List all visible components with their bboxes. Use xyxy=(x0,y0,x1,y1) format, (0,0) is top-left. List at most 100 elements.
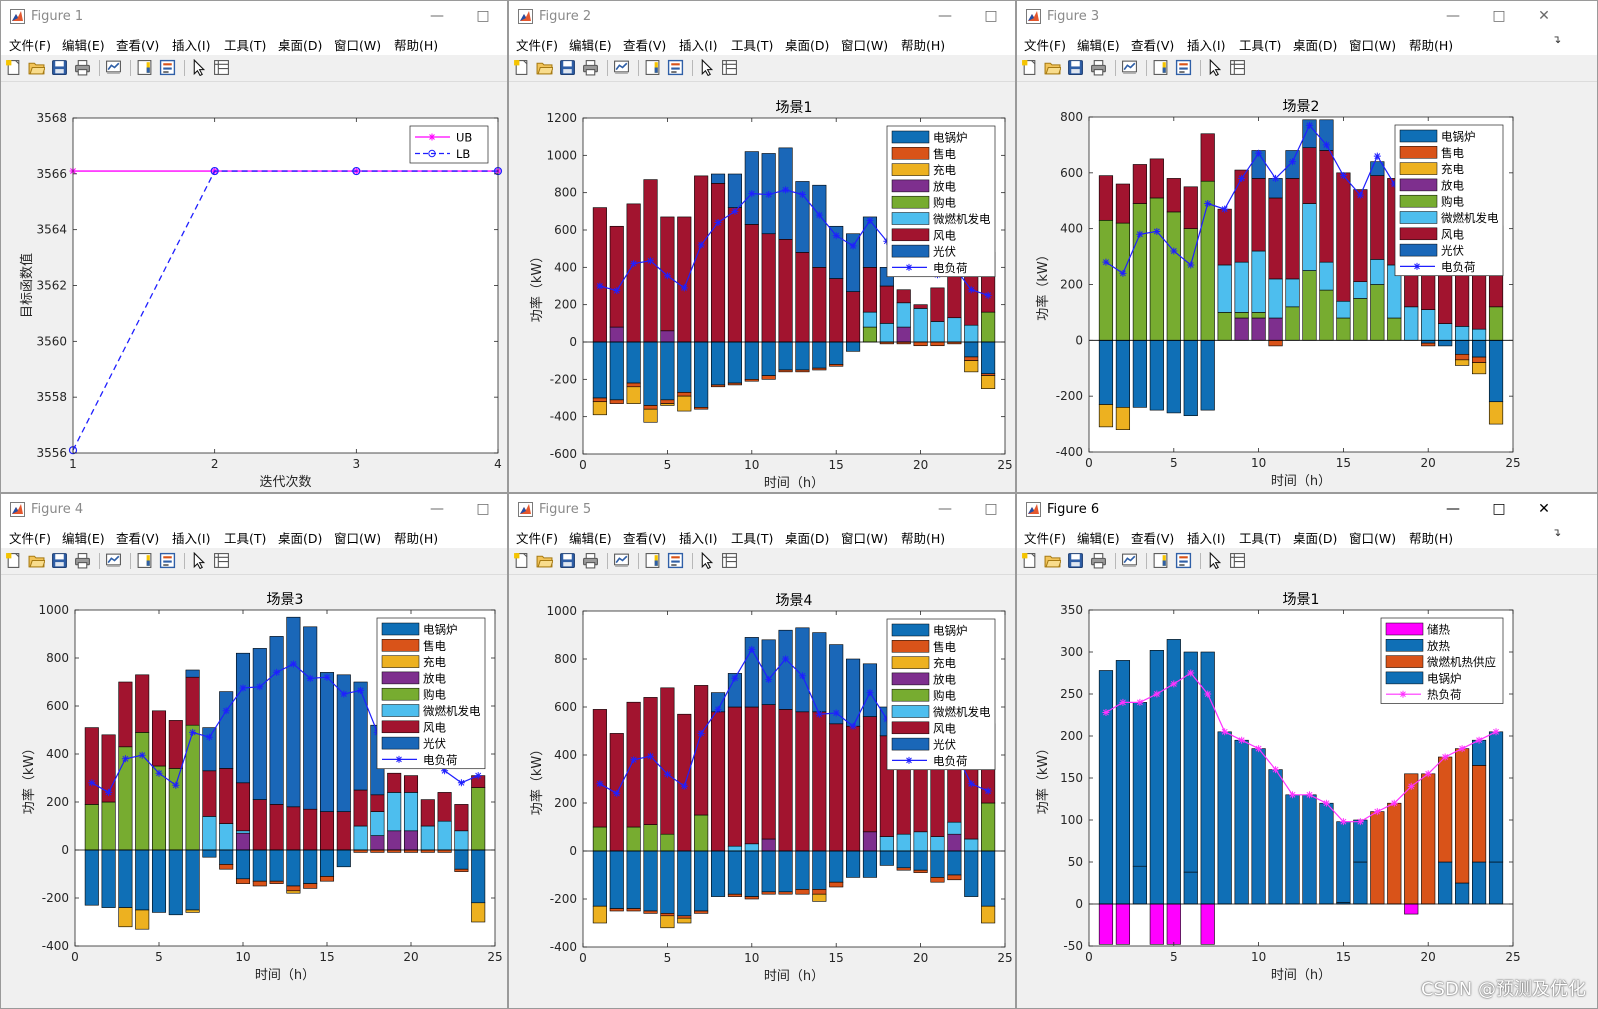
maximize-button[interactable]: □ xyxy=(1492,501,1506,517)
minimize-button[interactable]: — xyxy=(938,501,952,517)
menu-edit[interactable]: 编辑(E) xyxy=(62,531,105,546)
open-file-icon[interactable] xyxy=(28,59,46,76)
open-file-icon[interactable] xyxy=(536,59,554,76)
save-icon[interactable] xyxy=(559,552,576,569)
menu-desktop[interactable]: 桌面(D) xyxy=(785,531,830,546)
minimize-button[interactable]: — xyxy=(1446,8,1460,24)
property-inspector-icon[interactable] xyxy=(1229,552,1246,569)
menu-file[interactable]: 文件(F) xyxy=(9,531,51,546)
maximize-button[interactable]: □ xyxy=(476,501,490,517)
minimize-button[interactable]: — xyxy=(1446,501,1460,517)
figure-window-5[interactable]: Figure 5 — □ 文件(F) 编辑(E) 查看(V) 插入(I) 工具(… xyxy=(508,493,1016,1009)
menu-insert[interactable]: 插入(I) xyxy=(172,38,211,53)
link-plot-icon[interactable] xyxy=(1121,552,1138,569)
title-bar[interactable]: Figure 1 — □ xyxy=(1,1,507,31)
print-icon[interactable] xyxy=(74,552,91,569)
menu-insert[interactable]: 插入(I) xyxy=(1187,531,1226,546)
save-icon[interactable] xyxy=(51,552,68,569)
menu-view[interactable]: 查看(V) xyxy=(623,531,667,546)
menu-insert[interactable]: 插入(I) xyxy=(679,531,718,546)
save-icon[interactable] xyxy=(1067,552,1084,569)
property-inspector-icon[interactable] xyxy=(721,552,738,569)
new-figure-icon[interactable] xyxy=(5,552,22,569)
link-plot-icon[interactable] xyxy=(105,552,122,569)
maximize-button[interactable]: □ xyxy=(1492,8,1506,24)
menu-file[interactable]: 文件(F) xyxy=(1024,531,1066,546)
toolbar-overflow-icon[interactable]: ↴ xyxy=(1552,33,1562,46)
new-figure-icon[interactable] xyxy=(5,59,22,76)
open-file-icon[interactable] xyxy=(536,552,554,569)
figure-window-6[interactable]: Figure 6 — □ ✕ 文件(F) 编辑(E) 查看(V) 插入(I) 工… xyxy=(1016,493,1598,1009)
menu-view[interactable]: 查看(V) xyxy=(116,531,160,546)
menu-insert[interactable]: 插入(I) xyxy=(1187,38,1226,53)
figure-window-2[interactable]: Figure 2 — □ 文件(F) 编辑(E) 查看(V) 插入(I) 工具(… xyxy=(508,0,1016,493)
maximize-button[interactable]: □ xyxy=(476,8,490,24)
edit-plot-icon[interactable] xyxy=(190,551,207,570)
property-inspector-icon[interactable] xyxy=(213,59,230,76)
menu-view[interactable]: 查看(V) xyxy=(1131,531,1175,546)
menu-view[interactable]: 查看(V) xyxy=(1131,38,1175,53)
maximize-button[interactable]: □ xyxy=(984,501,998,517)
menu-tools[interactable]: 工具(T) xyxy=(1239,38,1282,53)
open-file-icon[interactable] xyxy=(1044,59,1062,76)
open-file-icon[interactable] xyxy=(28,552,46,569)
title-bar[interactable]: Figure 2 — □ xyxy=(509,1,1015,31)
edit-plot-icon[interactable] xyxy=(698,551,715,570)
menu-help[interactable]: 帮助(H) xyxy=(901,38,946,53)
figure-window-4[interactable]: Figure 4 — □ 文件(F) 编辑(E) 查看(V) 插入(I) 工具(… xyxy=(0,493,508,1009)
title-bar[interactable]: Figure 6 — □ ✕ xyxy=(1017,494,1597,524)
title-bar[interactable]: Figure 3 — □ ✕ xyxy=(1017,1,1597,31)
menu-edit[interactable]: 编辑(E) xyxy=(1077,38,1120,53)
legend-icon[interactable] xyxy=(159,552,176,569)
print-icon[interactable] xyxy=(1090,59,1107,76)
menu-desktop[interactable]: 桌面(D) xyxy=(278,531,323,546)
menu-help[interactable]: 帮助(H) xyxy=(394,38,439,53)
menu-file[interactable]: 文件(F) xyxy=(1024,38,1066,53)
menu-desktop[interactable]: 桌面(D) xyxy=(785,38,830,53)
figure-window-1[interactable]: Figure 1 — □ 文件(F) 编辑(E) 查看(V) 插入(I) 工具(… xyxy=(0,0,508,493)
menu-window[interactable]: 窗口(W) xyxy=(841,38,889,53)
save-icon[interactable] xyxy=(559,59,576,76)
colorbar-icon[interactable] xyxy=(136,552,153,569)
menu-tools[interactable]: 工具(T) xyxy=(731,38,774,53)
menu-desktop[interactable]: 桌面(D) xyxy=(1293,38,1338,53)
legend-icon[interactable] xyxy=(1175,552,1192,569)
menu-edit[interactable]: 编辑(E) xyxy=(62,38,105,53)
minimize-button[interactable]: — xyxy=(430,501,444,517)
edit-plot-icon[interactable] xyxy=(190,58,207,77)
print-icon[interactable] xyxy=(1090,552,1107,569)
print-icon[interactable] xyxy=(582,59,599,76)
legend-icon[interactable] xyxy=(1175,59,1192,76)
open-file-icon[interactable] xyxy=(1044,552,1062,569)
legend-icon[interactable] xyxy=(667,552,684,569)
menu-insert[interactable]: 插入(I) xyxy=(172,531,211,546)
colorbar-icon[interactable] xyxy=(136,59,153,76)
colorbar-icon[interactable] xyxy=(644,552,661,569)
property-inspector-icon[interactable] xyxy=(213,552,230,569)
close-button[interactable]: ✕ xyxy=(1538,8,1550,24)
menu-view[interactable]: 查看(V) xyxy=(623,38,667,53)
new-figure-icon[interactable] xyxy=(1021,59,1038,76)
menu-file[interactable]: 文件(F) xyxy=(9,38,51,53)
menu-window[interactable]: 窗口(W) xyxy=(1349,531,1397,546)
menu-tools[interactable]: 工具(T) xyxy=(224,531,267,546)
print-icon[interactable] xyxy=(74,59,91,76)
legend-icon[interactable] xyxy=(667,59,684,76)
edit-plot-icon[interactable] xyxy=(698,58,715,77)
property-inspector-icon[interactable] xyxy=(1229,59,1246,76)
edit-plot-icon[interactable] xyxy=(1206,58,1223,77)
menu-desktop[interactable]: 桌面(D) xyxy=(278,38,323,53)
minimize-button[interactable]: — xyxy=(938,8,952,24)
new-figure-icon[interactable] xyxy=(513,552,530,569)
menu-edit[interactable]: 编辑(E) xyxy=(569,38,612,53)
menu-desktop[interactable]: 桌面(D) xyxy=(1293,531,1338,546)
menu-help[interactable]: 帮助(H) xyxy=(394,531,439,546)
figure-window-3[interactable]: Figure 3 — □ ✕ 文件(F) 编辑(E) 查看(V) 插入(I) 工… xyxy=(1016,0,1598,493)
maximize-button[interactable]: □ xyxy=(984,8,998,24)
save-icon[interactable] xyxy=(1067,59,1084,76)
menu-window[interactable]: 窗口(W) xyxy=(334,38,382,53)
menu-edit[interactable]: 编辑(E) xyxy=(569,531,612,546)
minimize-button[interactable]: — xyxy=(430,8,444,24)
menu-tools[interactable]: 工具(T) xyxy=(731,531,774,546)
menu-window[interactable]: 窗口(W) xyxy=(841,531,889,546)
